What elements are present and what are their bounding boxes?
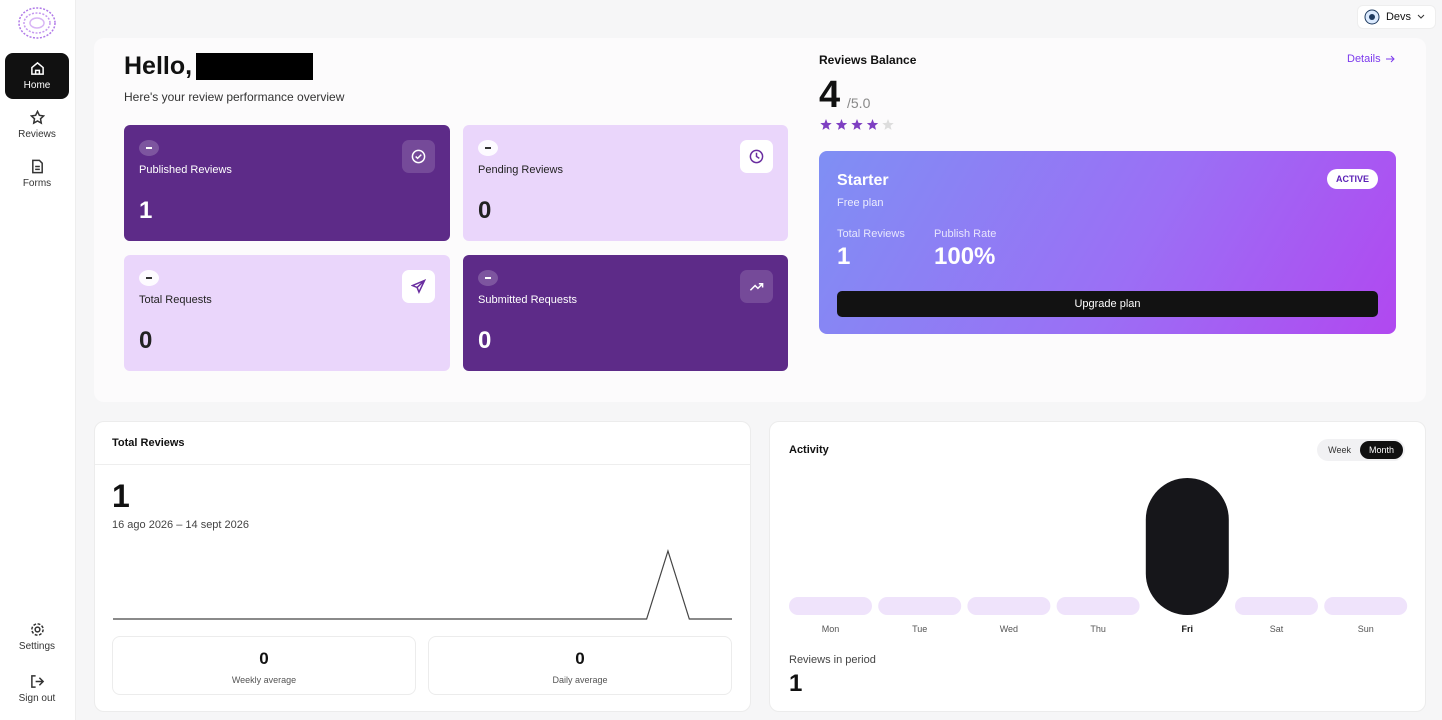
nav-label: Reviews [18, 129, 56, 140]
icon [740, 140, 773, 173]
rating-stars [820, 119, 894, 130]
star [851, 119, 863, 130]
workspace-switcher[interactable]: Devs [1356, 5, 1436, 29]
toggle-option[interactable]: Week [1328, 445, 1351, 455]
star [820, 119, 832, 130]
rating-max: /5.0 [847, 95, 871, 111]
date-range: 16 ago 2026 – 14 sept 2026 [112, 519, 250, 531]
total-value: 1 [112, 478, 130, 514]
stat-card: Pending Reviews 0 [463, 125, 788, 241]
nav-label: Home [23, 80, 51, 91]
plan-name: Starter [837, 172, 889, 189]
plan-type: Free plan [837, 197, 884, 209]
badge [139, 270, 159, 286]
average-box: 0 Daily average [428, 636, 732, 695]
divider [95, 464, 750, 465]
metric-label: Total Reviews [837, 228, 905, 240]
balance-title: Reviews Balance [819, 53, 917, 67]
nav-forms[interactable]: Forms [5, 151, 69, 197]
stat-value: 0 [478, 327, 492, 354]
nav-label: Sign out [18, 693, 56, 704]
sidebar: Home Reviews Forms Settings Sign out [0, 0, 76, 720]
icon [402, 140, 435, 173]
star [882, 119, 894, 130]
arrow [1385, 55, 1395, 63]
nav-settings[interactable]: Settings [5, 614, 69, 660]
average-label: Daily average [552, 675, 608, 685]
greeting-title: Hello, [124, 52, 193, 80]
greeting-subtitle: Here's your review performance overview [124, 90, 345, 104]
chevron [1417, 14, 1425, 19]
card-title: Total Reviews [112, 437, 185, 449]
workspace-icon [1364, 9, 1380, 25]
logo [18, 7, 56, 39]
average-label: Weekly average [231, 675, 297, 685]
nav-signout[interactable]: Sign out [5, 666, 69, 712]
plan-badge: ACTIVE [1326, 169, 1378, 189]
period-toggle: Week Month [1317, 439, 1405, 461]
redacted-name [196, 53, 313, 80]
footer-value: 1 [789, 670, 803, 697]
badge [139, 140, 159, 156]
average-box: 0 Weekly average [112, 636, 416, 695]
star [866, 119, 879, 130]
stat-value: 0 [139, 327, 153, 354]
nav-reviews[interactable]: Reviews [5, 102, 69, 148]
footer-label: Reviews in period [789, 654, 876, 666]
average-value: 0 [575, 649, 585, 668]
stat-card: Published Reviews 1 [124, 125, 450, 241]
metric-value: 100% [934, 243, 996, 270]
stat-label: Submitted Requests [478, 294, 578, 306]
stat-label: Pending Reviews [478, 164, 563, 176]
metric-label: Publish Rate [934, 228, 997, 240]
badge [478, 140, 498, 156]
card-title: Activity [789, 444, 829, 456]
upgrade-button[interactable]: Upgrade plan [837, 291, 1378, 317]
plan-card: Starter Free plan ACTIVE Total Reviews 1… [819, 151, 1396, 334]
nav-label: Forms [22, 178, 52, 189]
star [835, 119, 848, 130]
stat-card: Total Requests 0 [124, 255, 450, 371]
nav-label: Settings [18, 641, 56, 652]
stat-value: 1 [139, 197, 153, 224]
toggle-option[interactable]: Month [1359, 441, 1403, 459]
details-text: Details [1347, 53, 1381, 65]
metric-value: 1 [837, 243, 851, 270]
average-value: 0 [259, 649, 269, 668]
workspace-name: Devs [1385, 11, 1411, 23]
nav-home[interactable]: Home [5, 53, 69, 99]
icon [402, 270, 435, 303]
stat-label: Total Requests [139, 294, 212, 306]
stat-card: Submitted Requests 0 [463, 255, 788, 371]
activity-card: Activity Week Month Reviews in period 1 [769, 421, 1426, 712]
icon [740, 270, 773, 303]
stat-value: 0 [478, 197, 492, 224]
badge [478, 270, 498, 286]
stat-label: Published Reviews [139, 164, 232, 176]
rating-value: 4 [819, 74, 841, 116]
details-link[interactable]: Details [1347, 53, 1395, 65]
button-label: Upgrade plan [1074, 298, 1141, 310]
